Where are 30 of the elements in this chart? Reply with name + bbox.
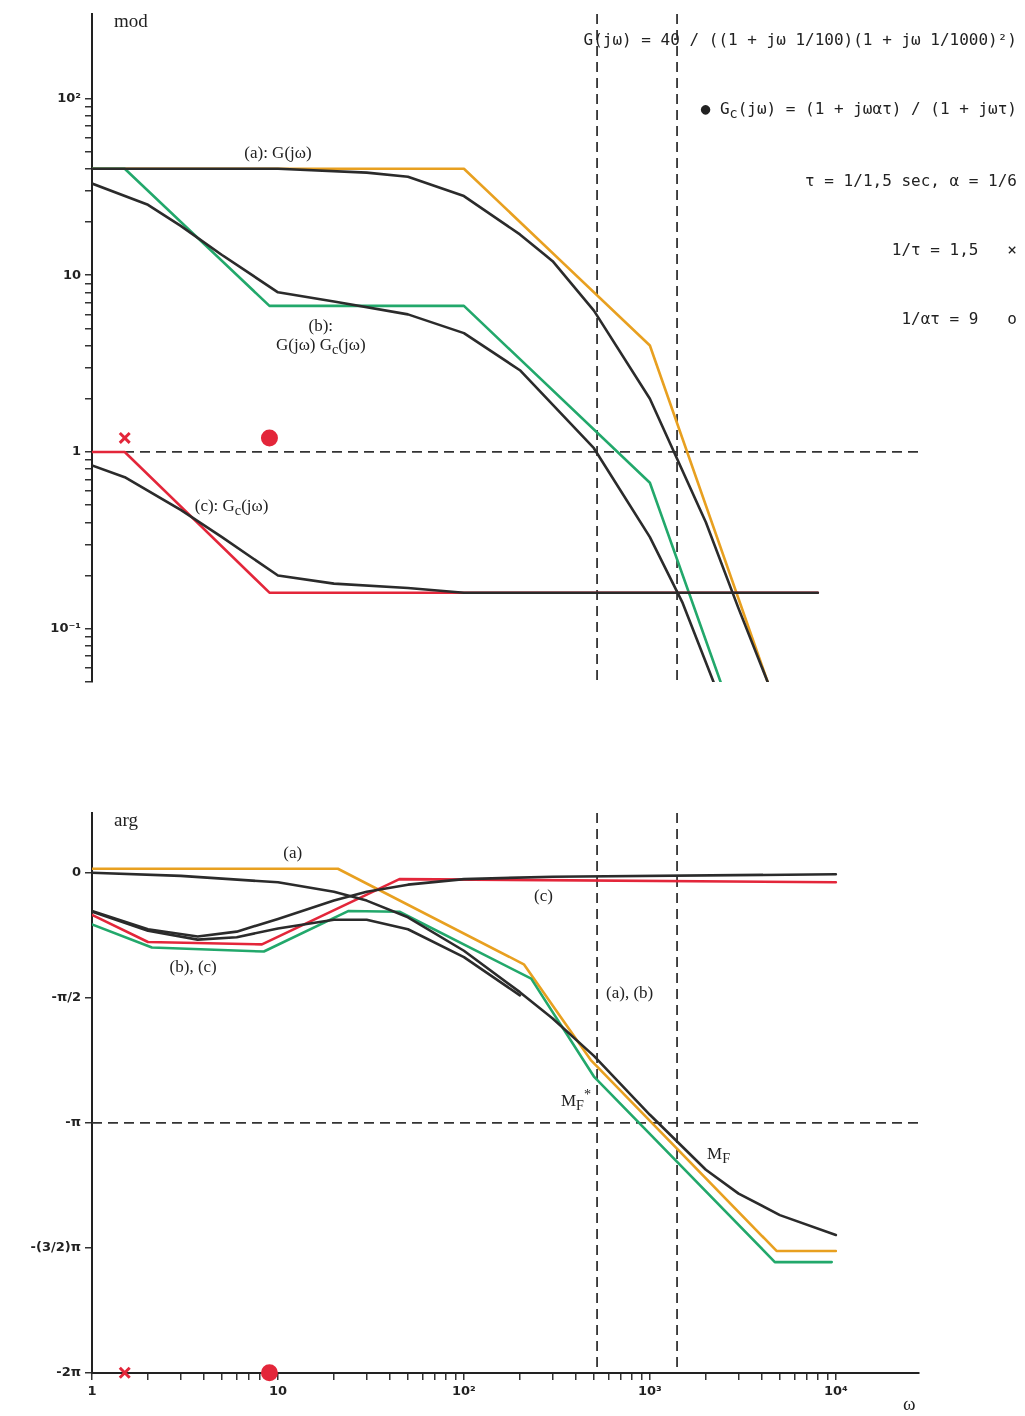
annotation: 1/ατ = 9 o	[901, 309, 1017, 329]
y-tick-label: 0	[71, 864, 81, 880]
annotation: (b), (c)	[169, 957, 217, 977]
annotation: M$_{F}$	[707, 1143, 731, 1166]
y-tick-label: -2π	[56, 1364, 81, 1380]
x-axis-title: ω	[903, 1393, 916, 1415]
y-tick-label: 10⁻¹	[50, 620, 81, 636]
y-tick-label: 10	[62, 266, 81, 282]
y-tick-label: -(3/2)π	[30, 1239, 81, 1255]
y-tick-label: -π	[65, 1114, 81, 1130]
y-tick-label: 1	[71, 443, 81, 459]
y-axis-title: arg	[114, 809, 138, 831]
y-tick-label: -π/2	[51, 989, 81, 1005]
annotation: (a): G(jω)	[244, 143, 312, 163]
x-tick-label: 10	[268, 1383, 288, 1399]
annotation: (c)	[534, 885, 553, 906]
annotation: 1/τ = 1,5 ×	[891, 240, 1017, 260]
y-tick-label: 10²	[57, 89, 81, 105]
annotation: (a)	[283, 843, 303, 863]
x-tick-label: 10³	[637, 1383, 662, 1399]
x-tick-label: 10⁴	[823, 1383, 849, 1399]
annotation: (c): G$_{c}$(jω)	[194, 495, 269, 519]
y-axis-title: mod	[114, 10, 148, 32]
annotation: ● G$_{c}$(jω) = (1 + jωατ) / (1 + jωτ)	[700, 99, 1017, 122]
annotation: (b): G(jω) G$_{c}$(jω)	[276, 315, 366, 359]
annotation: τ = 1/1,5 sec, α = 1/6	[805, 171, 1017, 191]
annotation: G(jω) = 40 / ((1 + jω 1/100)(1 + jω 1/1000)²)	[583, 30, 1017, 49]
x-tick-label: 10²	[452, 1383, 476, 1399]
x-tick-label: 1	[87, 1383, 97, 1399]
annotation: (a), (b)	[606, 983, 654, 1003]
